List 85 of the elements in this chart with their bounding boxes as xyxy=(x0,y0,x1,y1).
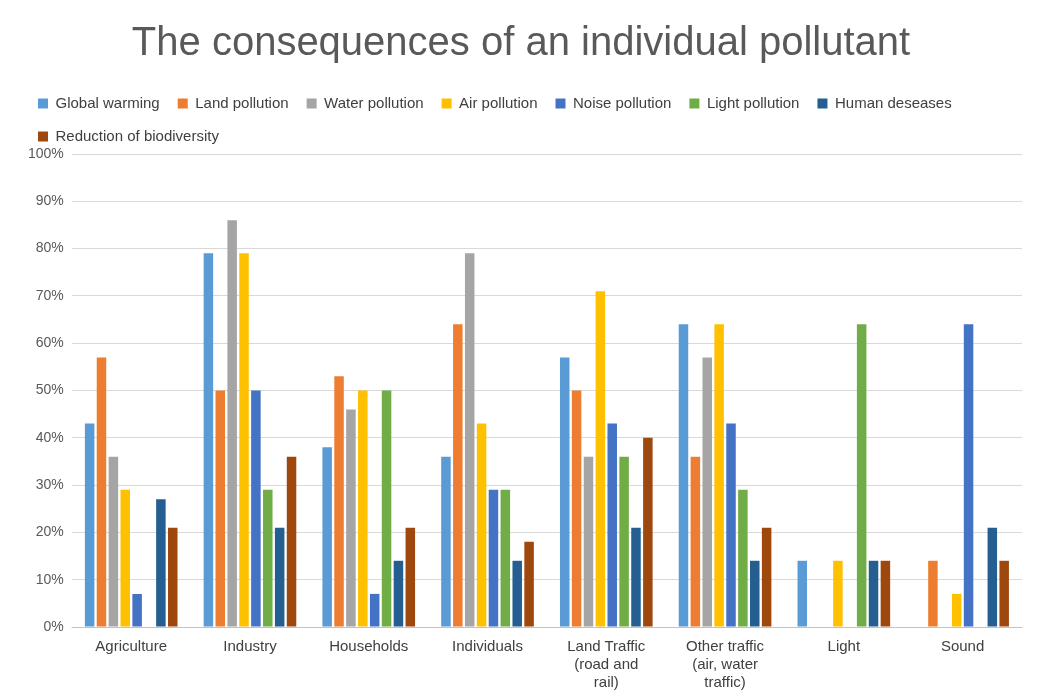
x-tick-label: Agriculture xyxy=(95,637,168,655)
bar xyxy=(868,560,879,627)
bar xyxy=(239,253,249,627)
bar xyxy=(464,253,475,627)
bar xyxy=(96,357,107,627)
bar xyxy=(595,291,606,627)
y-tick-label: 40% xyxy=(35,428,64,445)
bar xyxy=(607,423,617,627)
bar xyxy=(500,489,511,627)
legend-label: Global warming xyxy=(55,93,160,111)
legend-label: Land pollution xyxy=(195,93,289,111)
y-tick-label: 60% xyxy=(35,334,64,351)
y-tick-label: 10% xyxy=(35,570,64,587)
bar xyxy=(951,593,962,627)
bar xyxy=(168,527,178,627)
bar xyxy=(227,220,237,627)
y-tick-label: 0% xyxy=(43,617,64,634)
y-tick-label: 20% xyxy=(35,523,64,540)
bar xyxy=(702,357,712,627)
bar xyxy=(750,560,760,627)
bar xyxy=(203,253,214,627)
bar xyxy=(833,560,843,627)
bar xyxy=(761,527,772,627)
legend-label: Noise pollution xyxy=(572,93,672,111)
bar xyxy=(132,593,142,627)
bar xyxy=(215,390,226,627)
legend-label: Water pollution xyxy=(324,93,424,111)
bar xyxy=(346,409,356,627)
bar xyxy=(263,489,273,627)
y-tick-label: 100% xyxy=(27,144,64,161)
bar xyxy=(619,456,629,627)
bar xyxy=(84,423,95,627)
x-tick-label: Sound xyxy=(940,637,985,655)
bar xyxy=(274,527,285,627)
y-tick-label: 80% xyxy=(35,239,64,256)
bar xyxy=(120,489,131,627)
bar xyxy=(108,456,119,627)
bar xyxy=(726,423,736,627)
bar xyxy=(678,324,689,627)
x-tick-label: Light xyxy=(827,637,861,655)
legend-label: Human deseases xyxy=(834,93,952,111)
bar xyxy=(524,541,534,627)
bar xyxy=(928,560,938,627)
bar xyxy=(286,456,297,627)
bar xyxy=(738,489,748,627)
bar xyxy=(334,376,344,627)
bar xyxy=(405,527,416,627)
bar xyxy=(559,357,570,627)
bar xyxy=(453,324,463,627)
bar xyxy=(488,489,499,627)
bar xyxy=(476,423,487,627)
bar xyxy=(393,560,404,627)
chart-title: The consequences of an individual pollutant xyxy=(131,19,911,64)
legend-label: Reduction of biodiversity xyxy=(55,126,220,144)
x-tick-label: Land Traffic (road and rail) xyxy=(567,637,646,691)
bar xyxy=(369,593,380,627)
y-tick-label: 30% xyxy=(35,475,64,492)
bar xyxy=(441,456,451,627)
bar xyxy=(381,390,392,627)
bar xyxy=(512,560,522,627)
bar xyxy=(690,456,701,627)
bar xyxy=(358,390,368,627)
bar xyxy=(987,527,998,627)
x-tick-label: Other traffic (air, water traffic) xyxy=(686,637,765,691)
y-tick-label: 50% xyxy=(35,381,64,398)
bar xyxy=(583,456,594,627)
bar xyxy=(999,560,1009,627)
y-tick-label: 70% xyxy=(35,286,64,303)
bar xyxy=(631,527,641,627)
x-tick-label: Households xyxy=(329,637,409,655)
x-tick-label: Individuals xyxy=(452,637,523,655)
bar xyxy=(643,437,653,627)
bar xyxy=(322,447,332,627)
bar xyxy=(714,324,724,627)
bar xyxy=(880,560,891,627)
bar xyxy=(856,324,867,627)
bar xyxy=(156,499,166,627)
bar xyxy=(797,560,808,627)
bar xyxy=(571,390,582,627)
x-tick-label: Industry xyxy=(223,637,278,655)
legend-label: Light pollution xyxy=(706,93,800,111)
bar xyxy=(251,390,261,627)
bar xyxy=(963,324,974,627)
y-tick-label: 90% xyxy=(35,192,64,209)
legend-label: Air pollution xyxy=(459,93,538,111)
